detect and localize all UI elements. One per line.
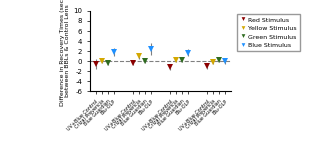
Y-axis label: Difference in Recovery Times (sec)
between BBLs & Control Lens: Difference in Recovery Times (sec) betwe…	[60, 0, 71, 106]
Legend: Red Stimulus, Yellow Stimulus, Green Stimulus, Blue Stimulus: Red Stimulus, Yellow Stimulus, Green Sti…	[237, 14, 300, 51]
